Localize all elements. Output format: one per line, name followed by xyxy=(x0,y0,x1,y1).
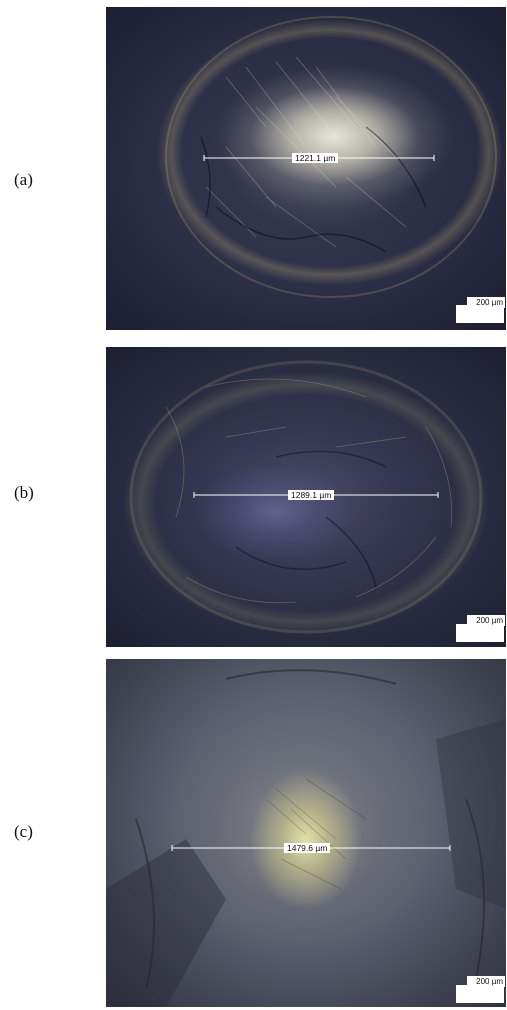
scale-bar-label-a: 200 µm xyxy=(467,297,505,308)
measurement-label-b: 1289.1 µm xyxy=(288,490,334,500)
micrograph-c: 1479.6 µm 200 µm xyxy=(106,659,506,1007)
panel-label-a: (a) xyxy=(14,170,54,190)
micrograph-a: 1221.1 µm 200 µm xyxy=(106,7,506,330)
scale-bar-label-c: 200 µm xyxy=(467,976,505,987)
micrograph-a-texture xyxy=(106,7,506,330)
panel-label-b: (b) xyxy=(14,483,54,503)
measurement-label-c: 1479.6 µm xyxy=(284,843,330,853)
panel-label-c: (c) xyxy=(14,822,54,842)
micrograph-b: 1289.1 µm 200 µm xyxy=(106,347,506,647)
scale-bar-c xyxy=(456,985,504,1003)
scale-bar-label-b: 200 µm xyxy=(467,615,505,626)
measurement-label-a: 1221.1 µm xyxy=(292,153,338,163)
micrograph-c-texture xyxy=(106,659,506,1007)
scale-bar-b xyxy=(456,624,504,642)
